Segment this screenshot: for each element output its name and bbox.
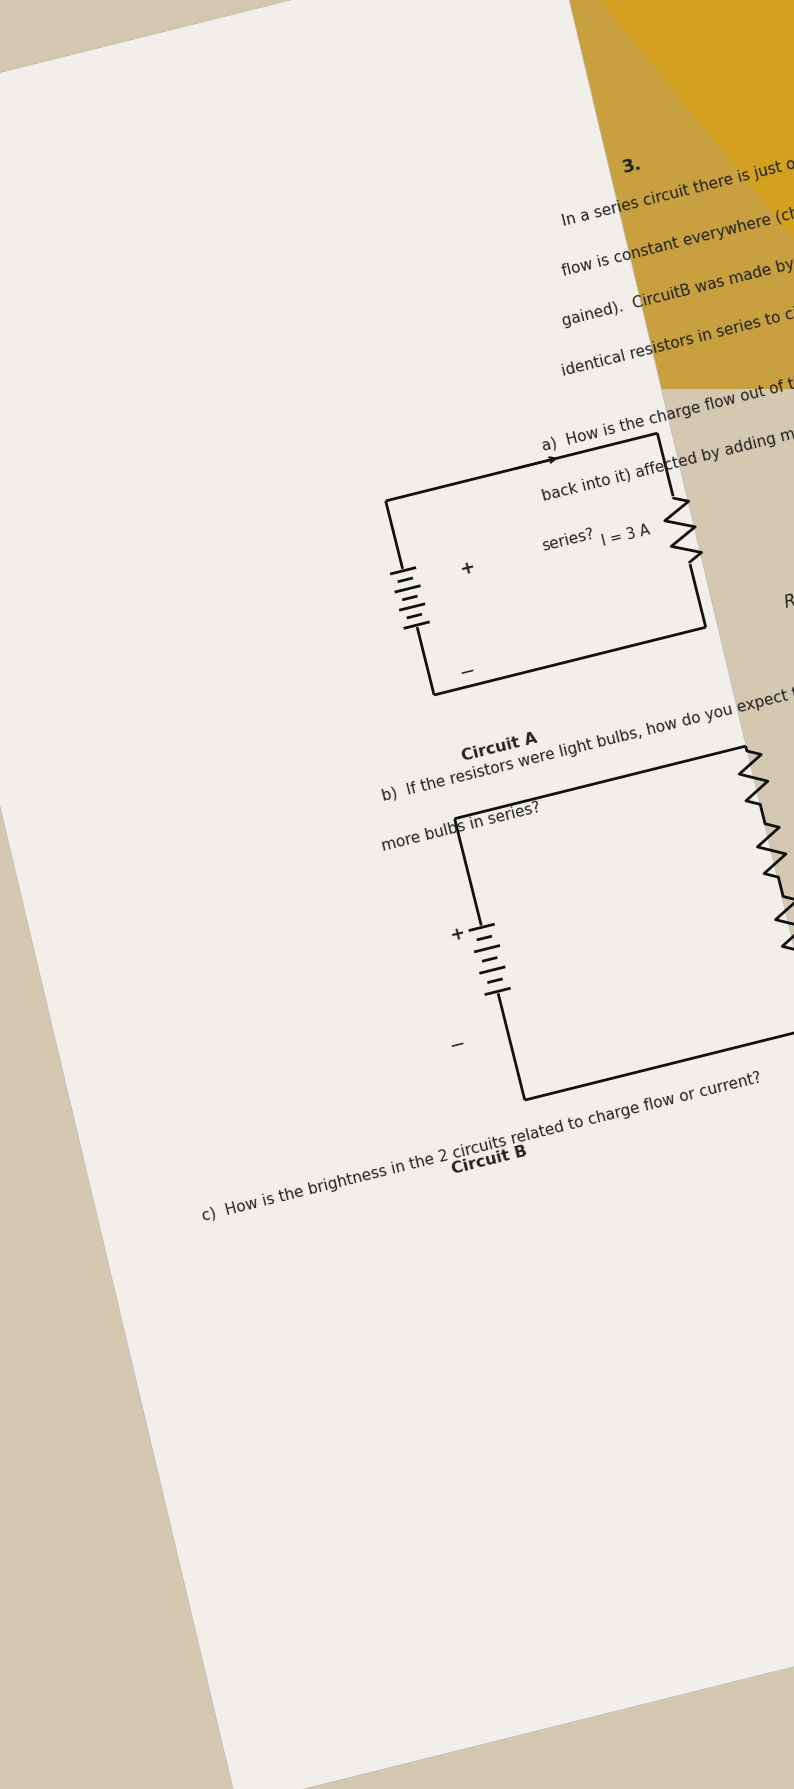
Text: +: + xyxy=(458,558,477,578)
Text: In a series circuit there is just one path so the charge: In a series circuit there is just one pa… xyxy=(560,114,794,229)
Text: more bulbs in series?: more bulbs in series? xyxy=(380,800,542,853)
Text: c)  How is the brightness in the 2 circuits related to charge flow or current?: c) How is the brightness in the 2 circui… xyxy=(200,1070,763,1224)
Text: gained).  CircuitB was made by adding 2 more: gained). CircuitB was made by adding 2 m… xyxy=(560,227,794,329)
Text: Circuit B: Circuit B xyxy=(450,1143,529,1177)
Text: a)  How is the charge flow out of the battery (and: a) How is the charge flow out of the bat… xyxy=(540,347,794,454)
Text: series?: series? xyxy=(540,526,596,553)
Text: R: R xyxy=(792,1009,794,1027)
Text: I = 3 A: I = 3 A xyxy=(600,522,652,549)
Text: back into it) affected by adding more bulbs in: back into it) affected by adding more bu… xyxy=(540,404,794,503)
Text: R: R xyxy=(792,859,794,877)
Text: flow is constant everywhere (charge is not lost or: flow is constant everywhere (charge is n… xyxy=(560,172,794,279)
Text: Circuit A: Circuit A xyxy=(460,730,538,764)
Text: identical resistors in series to circuitA: identical resistors in series to circuit… xyxy=(560,295,794,379)
Text: −: − xyxy=(448,1032,468,1056)
Polygon shape xyxy=(600,0,794,240)
Text: b)  If the resistors were light bulbs, how do you expect the brightness of the b: b) If the resistors were light bulbs, ho… xyxy=(380,590,794,803)
Text: R: R xyxy=(792,934,794,952)
Text: +: + xyxy=(448,923,467,945)
Text: −: − xyxy=(458,660,479,682)
Text: R: R xyxy=(782,590,794,612)
Polygon shape xyxy=(400,0,794,388)
Text: 3.: 3. xyxy=(620,154,643,177)
